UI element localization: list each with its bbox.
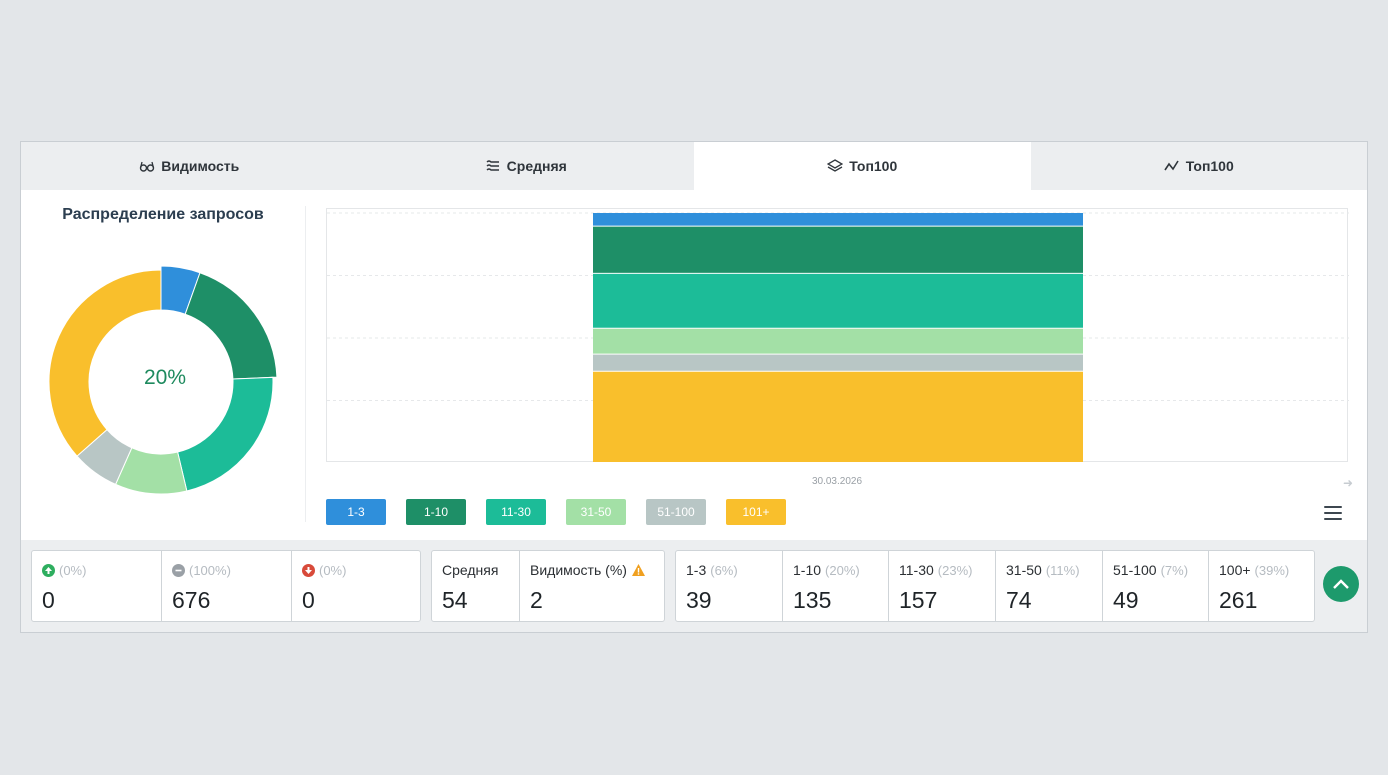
bar-segment-1-3[interactable] <box>593 213 1083 226</box>
arrow-up-circle-icon <box>42 563 55 577</box>
legend-item-51-100[interactable]: 51-100 <box>646 499 706 525</box>
stat-cell-average: Средняя 54 <box>432 551 520 621</box>
stat-value: 676 <box>172 587 211 613</box>
stat-value: 0 <box>42 587 55 613</box>
stat-pct: (23%) <box>937 562 973 578</box>
stat-label: 11-30 <box>899 562 934 578</box>
donut-slice-101-plus[interactable] <box>48 269 162 457</box>
tab-average[interactable]: Средняя <box>358 142 695 190</box>
stat-pct: (39%) <box>1254 562 1290 578</box>
chevron-up-icon <box>1333 579 1349 589</box>
stat-value: 261 <box>1219 587 1258 613</box>
stats-bar: (0%) 0 (100%) 676 (0%) 0 Средняя 54 Види… <box>21 540 1367 632</box>
arrow-down-circle-icon <box>302 563 315 577</box>
bar-chart-svg <box>327 212 1349 462</box>
stat-value: 2 <box>530 587 543 613</box>
legend-item-31-50[interactable]: 31-50 <box>566 499 626 525</box>
tab-top100-dynamics[interactable]: Топ100 <box>1031 142 1368 190</box>
tab-label: Видимость <box>161 158 240 174</box>
stat-value: 39 <box>686 587 712 613</box>
legend-label: 31-50 <box>580 505 612 519</box>
tab-top100-distribution[interactable]: Топ100 <box>694 142 1031 190</box>
stat-label: Видимость (%) <box>530 562 627 578</box>
stat-label: 1-3 <box>686 562 707 578</box>
stat-value: 54 <box>442 587 468 613</box>
tab-label: Средняя <box>506 158 567 174</box>
bar-segment-51-100[interactable] <box>593 354 1083 371</box>
warning-icon[interactable] <box>631 563 646 577</box>
stat-value: 157 <box>899 587 938 613</box>
scroll-right-icon[interactable]: ➜ <box>1343 476 1354 490</box>
glasses-icon <box>140 161 155 172</box>
divider <box>305 206 306 522</box>
summary-group: Средняя 54 Видимость (%) 2 <box>431 550 665 622</box>
stat-pct: (100%) <box>189 562 231 578</box>
tab-label: Топ100 <box>1185 158 1234 174</box>
bar-segment-101-plus[interactable] <box>593 371 1083 462</box>
stat-cell-visibility: Видимость (%) 2 <box>520 551 664 621</box>
stat-pct: (11%) <box>1045 562 1080 578</box>
chart-legend: 1-3 1-10 11-30 31-50 51-100 101+ <box>326 499 786 525</box>
legend-label: 101+ <box>742 505 770 519</box>
stat-cell-pos-11-30: 11-30 (23%) 157 <box>889 551 996 621</box>
bar-segment-1-10[interactable] <box>593 226 1083 273</box>
stat-label: 1-10 <box>793 562 822 578</box>
distribution-title: Распределение запросов <box>62 206 264 223</box>
stat-label: 31-50 <box>1006 562 1042 578</box>
lines-icon <box>486 160 499 171</box>
scroll-top-button[interactable] <box>1323 566 1359 602</box>
tab-label: Топ100 <box>849 158 898 174</box>
stat-value: 49 <box>1113 587 1139 613</box>
stat-label: 100+ <box>1219 562 1251 578</box>
stat-cell-up: (0%) 0 <box>32 551 162 621</box>
stat-pct: (7%) <box>1160 562 1189 578</box>
stat-cell-pos-100-plus: 100+ (39%) 261 <box>1209 551 1314 621</box>
donut-svg <box>48 265 278 495</box>
stat-cell-down: (0%) 0 <box>292 551 420 621</box>
stat-pct: (0%) <box>59 562 87 578</box>
stat-pct: (6%) <box>710 562 738 578</box>
legend-label: 51-100 <box>657 505 695 519</box>
bar-segment-31-50[interactable] <box>593 328 1083 354</box>
line-chart-icon <box>1164 160 1179 171</box>
tab-visibility[interactable]: Видимость <box>21 142 358 190</box>
legend-label: 1-3 <box>347 505 365 519</box>
stat-pct: (0%) <box>319 562 347 578</box>
stat-cell-pos-1-3: 1-3 (6%) 39 <box>676 551 783 621</box>
rankings-panel: Видимость Средняя Топ100 Топ100 Распреде… <box>20 141 1368 633</box>
stat-value: 135 <box>793 587 832 613</box>
legend-item-11-30[interactable]: 11-30 <box>486 499 546 525</box>
stacked-bar-chart <box>326 208 1349 462</box>
stat-cell-pos-31-50: 31-50 (11%) 74 <box>996 551 1103 621</box>
legend-label: 11-30 <box>501 505 531 519</box>
donut-slice-1-10[interactable] <box>184 272 278 380</box>
legend-label: 1-10 <box>423 505 449 519</box>
layers-icon <box>827 159 844 172</box>
legend-item-1-3[interactable]: 1-3 <box>326 499 386 525</box>
stat-cell-pos-51-100: 51-100 (7%) 49 <box>1103 551 1209 621</box>
stat-pct: (20%) <box>825 562 860 578</box>
legend-item-1-10[interactable]: 1-10 <box>406 499 466 525</box>
bar-segment-11-30[interactable] <box>593 273 1083 328</box>
stat-value: 0 <box>302 587 315 613</box>
stat-value: 74 <box>1006 587 1032 613</box>
x-axis-tick-label: 30.03.2026 <box>811 476 863 487</box>
legend-item-101-plus[interactable]: 101+ <box>726 499 786 525</box>
stat-label: Средняя <box>442 562 499 578</box>
changes-group: (0%) 0 (100%) 676 (0%) 0 <box>31 550 421 622</box>
stat-label: 51-100 <box>1113 562 1157 578</box>
minus-circle-icon <box>172 563 185 577</box>
hamburger-menu-icon[interactable] <box>1324 506 1342 522</box>
stat-cell-pos-1-10: 1-10 (20%) 135 <box>783 551 889 621</box>
distribution-donut: 20% <box>48 258 281 498</box>
tab-bar: Видимость Средняя Топ100 Топ100 <box>21 142 1367 190</box>
positions-group: 1-3 (6%) 39 1-10 (20%) 135 11-30 (23%) 157 … <box>675 550 1315 622</box>
stat-cell-same: (100%) 676 <box>162 551 292 621</box>
donut-center-value: 20% <box>143 366 187 389</box>
